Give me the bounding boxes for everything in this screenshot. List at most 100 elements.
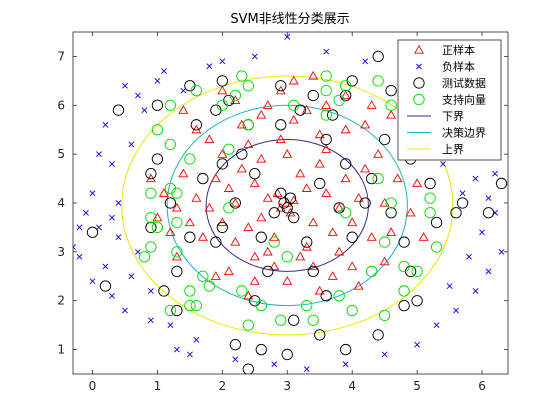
support-vector-point: [340, 207, 352, 219]
support-vector-point: [171, 246, 183, 258]
y-tick-label: 7: [57, 49, 65, 63]
positive-sample-point: [334, 246, 345, 256]
chart-title: SVM非线性分类展示: [230, 12, 349, 27]
negative-sample-point: [122, 307, 128, 314]
x-tick-label: 6: [478, 379, 486, 393]
ticks-layer: 0 1 2 3 4 5 6 1 2 3 4 5 6 7: [57, 32, 508, 393]
positive-sample-point: [249, 251, 260, 261]
positive-sample-point: [412, 178, 423, 188]
positive-sample-point: [275, 134, 286, 144]
positive-sample-point: [204, 134, 215, 144]
positive-sample-point: [301, 183, 312, 192]
legend-marker: [414, 44, 424, 54]
test-data-point: [495, 177, 508, 190]
positive-sample-point: [379, 197, 390, 207]
positive-sample-point: [405, 207, 416, 217]
test-data-point: [210, 236, 222, 248]
positive-sample-point: [243, 222, 254, 232]
support-vector-point: [171, 216, 183, 229]
support-vector-point: [190, 84, 203, 97]
test-data-point: [190, 119, 203, 131]
positive-sample-point: [243, 139, 254, 148]
test-data-point: [359, 197, 371, 209]
positive-sample-point: [288, 195, 299, 205]
y-tick-label: 4: [57, 196, 65, 210]
negative-sample-point: [323, 48, 330, 55]
support-vector-point: [424, 207, 436, 219]
test-data-point: [372, 329, 384, 341]
test-data-point: [398, 236, 410, 248]
support-vector-point: [281, 251, 293, 263]
negative-sample-point: [232, 356, 239, 363]
negative-sample-point: [76, 253, 83, 260]
support-vector-point: [229, 89, 241, 102]
test-data-point: [184, 231, 196, 243]
negative-sample-point: [109, 160, 115, 167]
x-tick-label: 0: [89, 379, 97, 393]
support-vector-point: [242, 119, 254, 131]
test-data-point: [171, 304, 183, 317]
x-tick-label: 3: [283, 379, 291, 393]
support-vector-point: [320, 109, 332, 121]
negative-sample-point: [102, 263, 109, 270]
test-data-point: [307, 265, 319, 278]
negative-sample-point: [251, 53, 258, 60]
positive-sample-point: [314, 158, 325, 168]
lower-bound-curve: [205, 138, 369, 272]
support-vector-point: [385, 197, 397, 209]
support-vector-point: [164, 99, 177, 111]
positive-sample-point: [217, 85, 228, 95]
support-vector-point: [320, 84, 332, 97]
positive-sample-point: [197, 232, 208, 241]
positive-sample-point: [217, 149, 228, 158]
positive-sample-point: [210, 173, 221, 183]
upper-bound-curve: [121, 75, 454, 336]
support-vector-point: [151, 124, 164, 136]
positive-sample-point: [308, 217, 319, 227]
positive-sample-point: [223, 266, 234, 275]
positive-sample-point: [210, 271, 221, 280]
points-layer: [73, 33, 508, 374]
support-vector-point: [171, 187, 183, 199]
support-vector-point: [366, 265, 378, 278]
test-data-point: [86, 226, 99, 238]
support-vector-point: [398, 285, 410, 297]
positive-sample-point: [340, 90, 351, 100]
support-vector-point: [372, 75, 384, 87]
test-data-point: [255, 231, 267, 243]
positive-sample-point: [243, 290, 254, 300]
support-vector-point: [203, 280, 215, 292]
positive-sample-point: [178, 168, 189, 178]
test-data-point: [372, 50, 384, 63]
positive-sample-point: [347, 217, 358, 227]
positive-sample-point: [327, 227, 338, 236]
boundary-layer: [121, 75, 454, 336]
support-vector-point: [138, 251, 151, 263]
test-data-point: [112, 104, 125, 116]
legend-label: 下界: [442, 110, 464, 123]
test-data-point: [320, 133, 332, 146]
support-vector-point: [145, 241, 157, 253]
x-tick-label: 2: [219, 379, 227, 393]
positive-sample-point: [256, 212, 267, 222]
positive-sample-point: [295, 251, 306, 261]
negative-sample-point: [173, 346, 180, 353]
support-vector-point: [320, 70, 332, 82]
positive-sample-point: [236, 163, 247, 173]
test-data-point: [346, 231, 358, 243]
positive-sample-point: [230, 236, 241, 246]
positive-sample-point: [269, 261, 280, 271]
positive-sample-point: [191, 193, 202, 202]
negative-sample-point: [362, 58, 369, 65]
support-vector-point: [378, 236, 391, 248]
support-vector-point: [340, 80, 352, 92]
positive-sample-point: [314, 129, 325, 139]
support-vector-point: [242, 319, 254, 331]
support-vector-point: [307, 314, 319, 326]
test-data-point: [145, 221, 157, 234]
negative-sample-point: [492, 170, 498, 177]
positive-sample-point: [340, 173, 351, 183]
negative-sample-point: [147, 317, 154, 324]
positive-sample-point: [347, 261, 358, 271]
negative-sample-point: [485, 268, 492, 275]
